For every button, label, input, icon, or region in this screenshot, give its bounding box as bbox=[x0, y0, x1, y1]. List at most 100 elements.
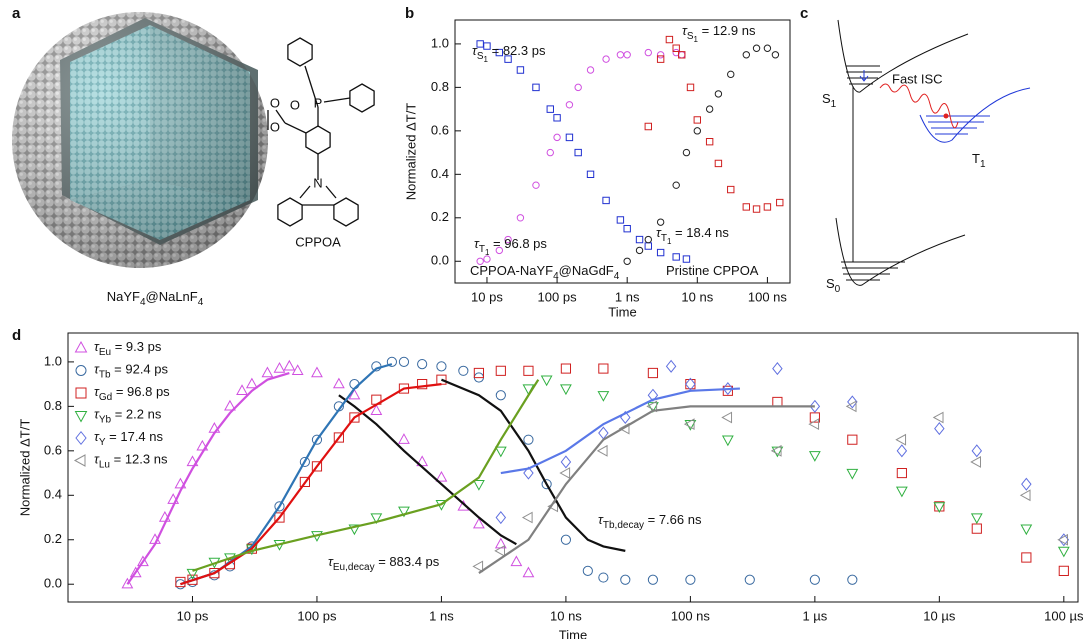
y-tick-label: 0.4 bbox=[431, 166, 449, 181]
marker bbox=[560, 455, 572, 469]
marker bbox=[299, 476, 310, 488]
marker bbox=[565, 101, 574, 109]
marker bbox=[620, 574, 631, 585]
marker bbox=[504, 235, 512, 244]
s1-curve bbox=[837, 19, 969, 93]
atom: N bbox=[313, 175, 322, 190]
legend-marker bbox=[74, 411, 88, 423]
marker bbox=[682, 148, 691, 157]
marker bbox=[483, 255, 491, 263]
marker bbox=[386, 356, 397, 368]
marker bbox=[129, 566, 142, 578]
marker bbox=[598, 363, 609, 374]
text-part: = 12.3 ns bbox=[110, 452, 168, 467]
text-part: 1 bbox=[484, 55, 489, 64]
marker bbox=[436, 374, 447, 385]
marker bbox=[516, 66, 525, 74]
text-part: = 883.4 ps bbox=[375, 554, 440, 569]
text-part: τ bbox=[328, 554, 334, 569]
state-label: T1 bbox=[972, 151, 986, 169]
text-part: 1 bbox=[980, 159, 986, 170]
marker bbox=[516, 214, 525, 222]
marker bbox=[299, 456, 310, 468]
marker bbox=[283, 359, 296, 371]
text-part: = 17.4 ns bbox=[106, 429, 164, 444]
s0-levels bbox=[841, 261, 905, 281]
marker bbox=[121, 577, 134, 589]
text-part: CPPOA-NaYF bbox=[470, 263, 553, 278]
panel-a: a O P O O N CPPOA bbox=[12, 5, 375, 268]
text-part: 1 bbox=[667, 237, 672, 246]
marker bbox=[472, 479, 485, 491]
fit-line bbox=[192, 379, 540, 572]
marker bbox=[616, 51, 625, 59]
text-part: = 92.4 ps bbox=[111, 362, 169, 377]
text-part: T bbox=[661, 233, 667, 244]
marker bbox=[656, 218, 665, 226]
marker bbox=[714, 90, 723, 98]
marker bbox=[560, 534, 572, 545]
marker bbox=[635, 235, 644, 244]
marker bbox=[771, 51, 780, 59]
legend-label: τTb = 92.4 ps bbox=[94, 362, 169, 380]
text-part: 1 bbox=[694, 35, 699, 44]
marker bbox=[644, 242, 652, 250]
marker bbox=[476, 257, 484, 265]
y-tick-label: 0.6 bbox=[44, 442, 62, 457]
plot-frame bbox=[454, 19, 791, 284]
molecule-name: CPPOA bbox=[295, 234, 341, 249]
state-label: S1 bbox=[822, 91, 837, 109]
marker bbox=[685, 377, 696, 391]
marker bbox=[933, 502, 946, 513]
marker bbox=[602, 55, 610, 63]
marker bbox=[472, 560, 484, 573]
x-tick-label: 10 ns bbox=[550, 608, 582, 623]
text-part: Pristine CPPOA bbox=[666, 263, 759, 278]
marker bbox=[398, 506, 410, 518]
text-part: NaYF bbox=[107, 289, 140, 304]
atom: P bbox=[314, 95, 323, 110]
marker bbox=[495, 390, 506, 401]
y-tick-label: 1.0 bbox=[44, 353, 62, 368]
marker bbox=[1020, 524, 1033, 536]
marker bbox=[370, 404, 383, 415]
fit-line bbox=[441, 378, 626, 552]
text-part: 1 bbox=[831, 99, 837, 110]
marker bbox=[809, 574, 820, 585]
marker bbox=[771, 446, 784, 458]
marker bbox=[348, 388, 361, 400]
marker bbox=[721, 435, 734, 447]
marker bbox=[665, 359, 677, 373]
y-tick-label: 0.6 bbox=[431, 122, 449, 137]
marker bbox=[175, 576, 186, 588]
annotation: τTb,decay = 7.66 ns bbox=[598, 512, 702, 530]
marker bbox=[845, 400, 857, 413]
marker bbox=[682, 255, 691, 263]
text-part: = 96.8 ps bbox=[112, 384, 170, 399]
text-part: Eu,decay bbox=[333, 562, 375, 573]
x-tick-label: 10 ps bbox=[471, 289, 503, 304]
marker bbox=[245, 377, 258, 389]
text-part: @NaGdF bbox=[559, 263, 614, 278]
marker bbox=[705, 138, 714, 146]
marker bbox=[932, 411, 944, 424]
isc-label: Fast ISC bbox=[892, 71, 943, 86]
marker bbox=[224, 399, 236, 411]
text-part: τ bbox=[94, 362, 100, 377]
text-part: 4 bbox=[614, 271, 620, 282]
isc-arrow bbox=[879, 83, 959, 129]
fit-line bbox=[126, 371, 290, 585]
marker bbox=[846, 468, 859, 480]
marker bbox=[546, 148, 554, 157]
x-tick-label: 100 ns bbox=[748, 289, 788, 304]
panel-c: c S1 Fast ISC T1 S0 bbox=[800, 5, 1031, 295]
x-tick-label: 10 ps bbox=[177, 608, 209, 623]
marker bbox=[752, 205, 761, 213]
marker bbox=[776, 198, 784, 207]
x-tick-label: 10 ns bbox=[681, 289, 713, 304]
text-part: = 18.4 ns bbox=[671, 225, 729, 240]
marker bbox=[523, 434, 534, 445]
fit-line bbox=[500, 387, 740, 475]
legend-marker bbox=[73, 454, 86, 467]
text-part: = 9.3 ps bbox=[111, 339, 162, 354]
